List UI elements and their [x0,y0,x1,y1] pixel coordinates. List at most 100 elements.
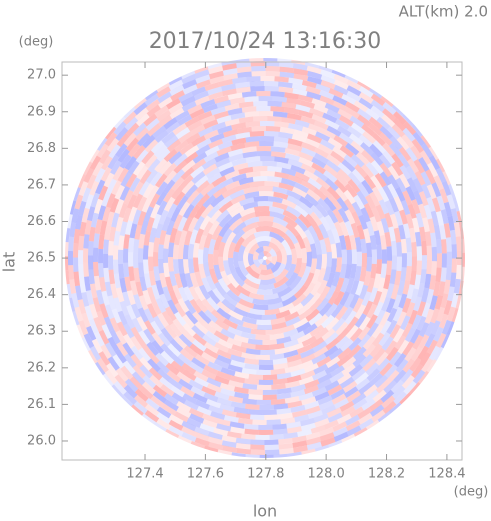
echo-cell [66,283,72,299]
echo-cell [326,229,336,245]
echo-cell [196,405,212,416]
echo-cell [259,140,274,147]
echo-cell [190,124,206,136]
echo-cell [173,191,186,206]
echo-cell [326,208,339,224]
echo-cell [386,246,393,261]
echo-cell [69,297,76,312]
echo-cell [114,184,125,200]
echo-cell [343,386,359,398]
echo-cell [386,283,395,299]
echo-cell [405,237,412,253]
echo-cell [235,302,251,313]
echo-cell [381,395,396,409]
echo-cell [328,347,344,361]
echo-cell [339,115,354,127]
echo-cell [428,155,441,171]
echo-cell [72,311,80,326]
echo-cell [392,294,402,310]
echo-cell [150,171,163,187]
y-tick-label: 26.0 [27,433,56,448]
echo-cell [235,442,251,450]
echo-cell [316,356,332,368]
echo-cell [335,321,349,336]
echo-cell [374,172,387,188]
echo-cell [155,191,168,206]
echo-cell [282,209,298,222]
echo-cell [339,221,349,237]
echo-cell [430,232,437,248]
echo-cell [430,308,440,324]
echo-cell [184,272,194,288]
echo-cell [154,223,164,239]
echo-cell [315,177,331,190]
echo-cell [244,428,259,435]
echo-cell [427,218,436,234]
echo-cell [247,409,263,415]
echo-cell [221,134,237,144]
echo-cell [363,202,375,219]
echo-cell [178,378,193,391]
echo-cell [211,175,227,188]
echo-cell [233,386,249,394]
echo-cell [155,297,167,314]
echo-cell [354,304,366,320]
echo-cell [306,436,322,446]
echo-cell [141,197,153,213]
echo-cell [330,243,338,259]
echo-cell [393,391,407,405]
echo-cell [255,344,270,351]
echo-cell [64,256,69,271]
echo-cell [279,447,294,455]
echo-cell [241,433,256,440]
echo-cell [183,286,194,302]
echo-cell [109,317,120,333]
echo-cell [113,380,127,395]
echo-cell [258,379,274,385]
echo-cell [406,251,413,267]
echo-cell [313,346,329,358]
echo-cell [207,253,214,270]
echo-cell [127,194,138,210]
echo-cell [274,171,290,180]
echo-cell [147,158,161,173]
echo-cell [113,121,127,136]
echo-cell [220,388,236,397]
echo-cell [177,353,192,366]
echo-cell [235,81,250,89]
echo-cell [310,243,318,259]
echo-cell [434,346,444,361]
echo-cell [403,121,417,136]
echo-cell [119,300,130,316]
echo-cell [158,258,165,274]
echo-cell [164,196,176,212]
echo-cell [313,187,328,201]
echo-cell [370,99,386,113]
echo-cell [208,70,224,80]
echo-cell [319,302,333,317]
echo-cell [255,246,264,254]
echo-cell [365,194,376,210]
echo-cell [307,70,323,80]
chart-title: 2017/10/24 13:16:30 [149,29,382,54]
echo-cell [376,244,383,260]
echo-cell [450,292,459,308]
echo-cell [431,182,442,198]
echo-cell [319,90,335,100]
echo-cell [256,384,272,390]
echo-cell [178,333,193,348]
echo-cell [393,353,407,368]
echo-cell [227,257,237,274]
echo-cell [245,348,261,355]
echo-cell [426,339,438,355]
echo-cell [104,281,113,297]
echo-cell [250,439,265,445]
echo-cell [184,299,197,315]
echo-cell [256,106,271,112]
echo-cell [386,346,399,362]
echo-cell [309,211,323,227]
echo-cell [119,221,128,237]
echo-cell [300,353,316,364]
echo-cell [174,273,183,289]
echo-cell [390,240,397,256]
